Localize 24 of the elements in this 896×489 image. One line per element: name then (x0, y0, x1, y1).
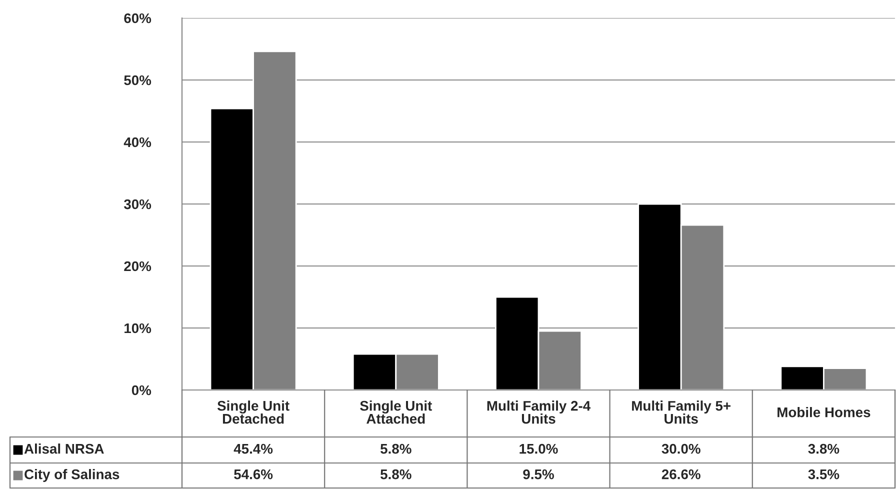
data-label: 45.4% (234, 444, 273, 454)
x-tick-label: Mobile Homes (778, 407, 870, 418)
data-label: 26.6% (662, 469, 700, 480)
y-tick-label: 20% (124, 261, 152, 272)
legend-label: Alisal NRSA (24, 444, 104, 454)
y-tick-label: 30% (124, 199, 152, 210)
data-label: 3.5% (808, 469, 840, 480)
data-label: 9.5% (523, 469, 554, 480)
data-label: 15.0% (520, 444, 558, 454)
y-tick-label: 60% (124, 13, 152, 24)
data-label: 54.6% (234, 469, 273, 480)
legend-label: City of Salinas (24, 469, 120, 482)
y-tick-label: 40% (124, 137, 152, 148)
x-tick-label: Single Unit Attached (360, 400, 432, 424)
y-tick-label: 10% (124, 323, 152, 334)
x-tick-label: Multi Family 5+ Units (632, 400, 731, 424)
y-tick-label: 50% (124, 75, 152, 86)
data-label: 3.8% (808, 444, 840, 454)
y-tick-label: 0% (132, 385, 152, 396)
data-label: 5.8% (380, 469, 412, 480)
data-label: 30.0% (662, 444, 700, 454)
data-label: 5.8% (380, 444, 412, 454)
x-tick-label: Single Unit Detached (217, 400, 290, 424)
x-tick-label: Multi Family 2-4 Units (487, 400, 591, 424)
